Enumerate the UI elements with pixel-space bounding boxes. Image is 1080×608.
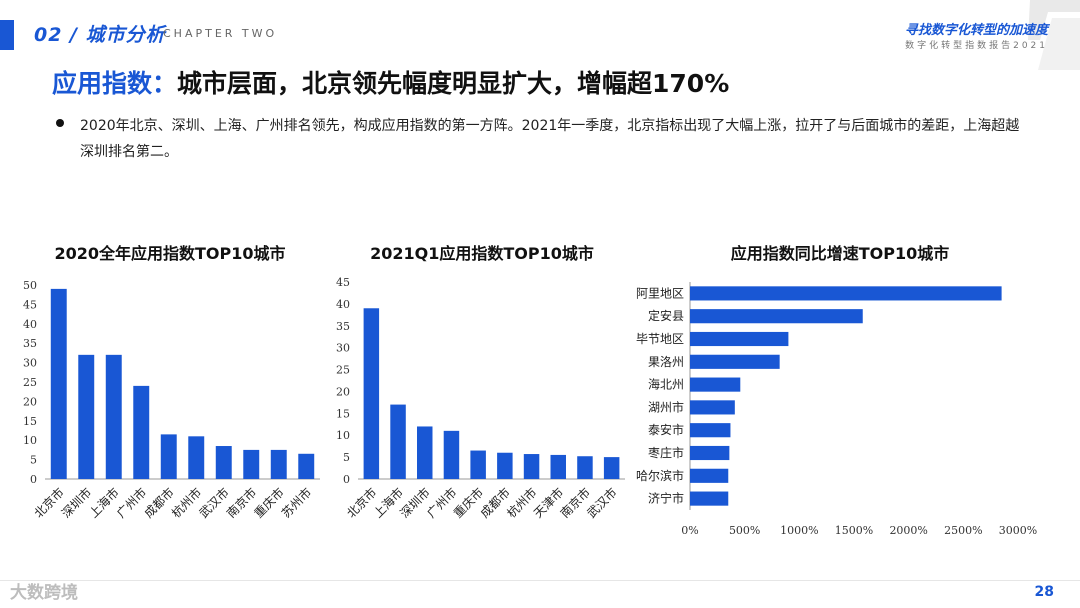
chart3-bar — [690, 286, 1002, 301]
headline-prefix: 应用指数： — [52, 69, 178, 98]
chart2-y-tick: 20 — [336, 385, 350, 398]
chart3-y-label: 哈尔滨市 — [636, 468, 684, 483]
chart1-bar — [50, 288, 67, 479]
chart3-x-tick: 1500% — [835, 524, 873, 537]
chart2-bar — [417, 426, 433, 479]
chart1-y-tick: 5 — [30, 454, 37, 467]
chart1-bar — [243, 449, 260, 479]
report-title: 寻找数字化转型的加速度 — [904, 23, 1048, 38]
bullet-text: 2020年北京、深圳、上海、广州排名领先，构成应用指数的第一方阵。2021年一季… — [80, 118, 1020, 160]
chart3-y-label: 果洛州 — [648, 354, 684, 369]
chart1-y-tick: 25 — [23, 376, 37, 389]
chart3-bar — [690, 491, 729, 506]
chart1-y-tick: 20 — [23, 395, 37, 408]
chart3-bar — [690, 400, 735, 415]
chart3-bar — [690, 309, 863, 324]
chart2-y-tick: 5 — [343, 451, 350, 464]
chart2-bar — [577, 456, 593, 479]
chart2-bar — [550, 454, 566, 479]
accent-bar — [0, 20, 14, 50]
chart2-bar — [470, 450, 486, 479]
chart1-bar — [215, 446, 232, 479]
brand-logo: 大数跨境 — [10, 583, 78, 603]
chart3-y-label: 定安县 — [648, 308, 684, 323]
chart1-y-tick: 45 — [23, 298, 37, 311]
chart3-bar — [690, 468, 729, 483]
chart1-bar — [160, 434, 177, 479]
chart1-y-tick: 30 — [23, 357, 37, 370]
chart3-x-tick: 3000% — [999, 524, 1037, 537]
chart2-bar — [523, 454, 540, 479]
chart3-y-label: 枣庄市 — [648, 445, 684, 460]
chart3-x-tick: 2000% — [889, 524, 927, 537]
chapter-subtitle: CHAPTER TWO — [163, 27, 278, 40]
chart1-y-tick: 40 — [23, 318, 37, 331]
chart1-x-label: 武汉市 — [196, 485, 232, 521]
chart2-y-tick: 0 — [343, 473, 350, 486]
chart1-bar — [270, 449, 287, 479]
chart2-x-label: 武汉市 — [584, 485, 620, 521]
chart2-bar — [497, 452, 513, 479]
chart3-bar — [690, 377, 741, 392]
chart2-y-tick: 35 — [336, 320, 350, 333]
chart2-title: 2021Q1应用指数TOP10城市 — [370, 244, 594, 263]
chart1-x-label: 上海市 — [86, 485, 122, 521]
chart3-y-label: 阿里地区 — [636, 286, 684, 300]
chart2-bar — [363, 308, 380, 479]
chart3-y-label: 湖州市 — [648, 399, 684, 414]
chart1-y-tick: 10 — [23, 434, 37, 447]
chart1-bar — [78, 354, 95, 479]
chart3-bar — [690, 423, 731, 438]
chart2-y-tick: 15 — [336, 407, 350, 420]
chart2-bar — [443, 430, 460, 479]
chart1-x-label: 成都市 — [141, 485, 177, 521]
chart1-x-label: 南京市 — [223, 485, 259, 521]
chart1-x-label: 杭州市 — [168, 485, 204, 521]
chart1-bar — [298, 453, 315, 479]
chart3-x-tick: 500% — [729, 524, 760, 537]
chart3-y-label: 济宁市 — [648, 491, 684, 506]
chart2-y-tick: 10 — [336, 429, 350, 442]
chart1-title: 2020全年应用指数TOP10城市 — [54, 244, 286, 263]
chart1-y-tick: 35 — [23, 337, 37, 350]
report-subtitle: 数字化转型指数报告2021 — [905, 41, 1048, 51]
chart3-x-tick: 1000% — [780, 524, 818, 537]
chart3-bar — [690, 445, 730, 461]
chart-2020-bar: 0 5 10 15 20 25 30 35 40 45 50 北京市深圳市上海市广州市成都市杭州市武汉… — [23, 279, 320, 521]
chart1-x-label: 重庆市 — [251, 485, 287, 521]
chart3-title: 应用指数同比增速TOP10城市 — [730, 244, 950, 263]
headline-text: 城市层面，北京领先幅度明显扩大，增幅超170% — [177, 69, 730, 98]
chart1-y-tick: 0 — [30, 473, 37, 486]
chart2-y-tick: 45 — [336, 276, 350, 289]
chart3-y-label: 毕节地区 — [636, 332, 684, 346]
chart1-x-label: 北京市 — [31, 485, 67, 521]
chart1-bar — [105, 354, 122, 479]
chart1-bar — [133, 385, 150, 479]
chart2-bar — [390, 404, 406, 479]
chart3-bar — [690, 331, 789, 347]
chart3-y-label: 泰安市 — [648, 422, 684, 437]
chart1-x-label: 广州市 — [113, 485, 149, 521]
bullet-dot — [56, 119, 64, 127]
chart1-bar — [188, 436, 205, 479]
chart3-bar — [690, 354, 780, 369]
chart2-y-tick: 30 — [336, 342, 350, 355]
chart2-bar — [603, 457, 620, 479]
chart2-y-tick: 40 — [336, 298, 350, 311]
page-number: 28 — [1034, 584, 1054, 600]
chart1-x-label: 苏州市 — [278, 485, 314, 521]
corner-decoration — [1028, 0, 1080, 70]
headline: 应用指数：城市层面，北京领先幅度明显扩大，增幅超170% — [52, 64, 729, 100]
chart1-y-tick: 15 — [23, 415, 37, 428]
chapter-title: 02 / 城市分析 — [34, 24, 166, 46]
chart1-x-label: 深圳市 — [58, 485, 94, 521]
chart3-x-tick: 2500% — [944, 524, 982, 537]
chart-2021q1-bar: 051015202530354045北京市上海市深圳市广州市重庆市成都市杭州市天… — [336, 276, 625, 521]
chart1-y-tick: 50 — [23, 279, 37, 292]
footer-divider — [0, 580, 1080, 581]
chart3-x-tick: 0% — [681, 524, 698, 537]
chart3-y-label: 海北州 — [648, 377, 684, 392]
chart2-y-tick: 25 — [336, 364, 350, 377]
